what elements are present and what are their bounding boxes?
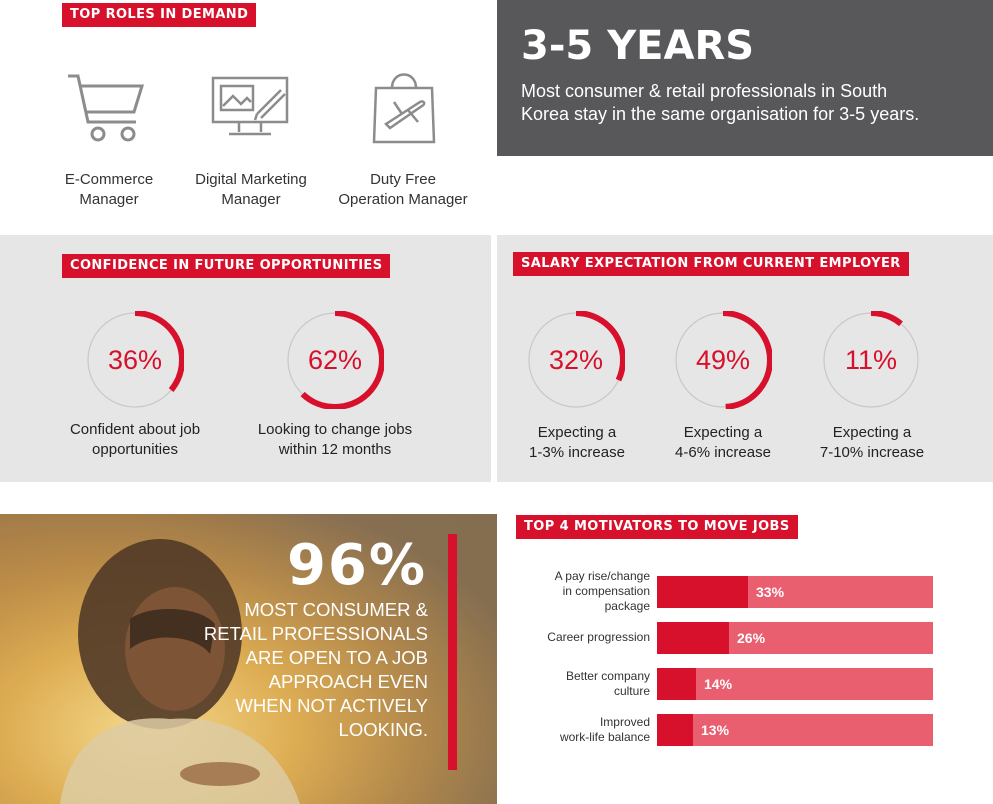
ring-salary-1-3: 32% [527,311,625,409]
big-percent: 96% [286,533,427,598]
motivator-label: Improved work-life balance [559,715,650,744]
motivator-bar-fill [657,576,748,608]
caption-confident: Confident about job opportunities [69,421,201,458]
shopping-cart-icon [66,70,146,145]
approach-text: MOST CONSUMER & RETAIL PROFESSIONALS ARE… [203,599,428,740]
motivator-value: 13% [701,722,730,738]
role-label-digital-marketing: Digital Marketing Manager [195,171,307,208]
motivator-bar: 26% [657,622,933,654]
ring-salary-4-6: 49% [674,311,772,409]
motivator-bar: 13% [657,714,933,746]
ring-percent-label: 11% [844,344,898,375]
caption-salary-4-6: Expecting a 4-6% increase [675,424,771,461]
motivator-label: Better company culture [565,669,650,698]
monitor-pen-icon [211,76,293,138]
top-roles-tag: TOP ROLES IN DEMAND [62,3,257,27]
motivators-tag: TOP 4 MOTIVATORS TO MOVE JOBS [516,515,798,539]
caption-salary-1-3: Expecting a 1-3% increase [529,424,625,461]
motivator-bar: 33% [657,576,933,608]
motivator-label: Career progression [547,630,650,644]
ring-change-jobs: 62% [286,311,384,409]
tenure-panel: 3-5 YEARS Most consumer & retail profess… [497,0,993,156]
motivator-value: 33% [756,584,785,600]
ring-percent-label: 32% [548,344,604,375]
motivator-value: 14% [704,676,733,692]
shopping-bag-plane-icon [372,66,436,144]
accent-divider [448,534,457,770]
photo-panel: 96% MOST CONSUMER & RETAIL PROFESSIONALS… [0,514,497,804]
motivator-value: 26% [737,630,766,646]
woman-photo [0,514,497,804]
ring-percent-label: 62% [307,344,363,375]
motivator-label: A pay rise/change in compensation package [554,569,650,613]
ring-percent-label: 36% [107,344,163,375]
role-label-ecommerce: E-Commerce Manager [64,171,154,208]
motivator-bar-fill [657,714,693,746]
motivator-bar-fill [657,622,729,654]
confidence-tag: CONFIDENCE IN FUTURE OPPORTUNITIES [62,254,391,278]
motivator-bar-fill [657,668,696,700]
salary-tag: SALARY EXPECTATION FROM CURRENT EMPLOYER [513,252,909,276]
role-label-duty-free: Duty Free Operation Manager [338,171,468,208]
ring-percent-label: 49% [695,344,751,375]
caption-change-jobs: Looking to change jobs within 12 months [257,421,413,458]
ring-salary-7-10: 11% [822,311,920,409]
salary-panel [497,235,993,482]
tenure-text: Most consumer & retail professionals in … [521,81,920,124]
ring-confident: 36% [86,311,184,409]
caption-salary-7-10: Expecting a 7-10% increase [819,424,925,461]
motivator-bar: 14% [657,668,933,700]
tenure-headline: 3-5 YEARS [521,23,755,69]
